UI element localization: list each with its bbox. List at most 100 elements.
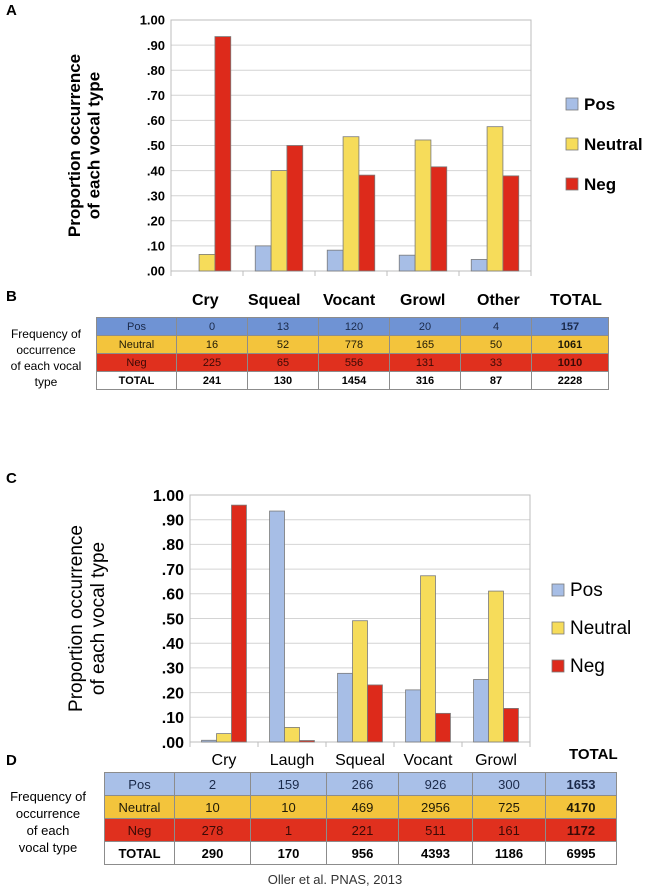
cell: 2956 (398, 795, 473, 819)
table-b: Pos 0 13 120 20 4 157 Neutral 16 52 778 … (96, 317, 609, 390)
table-row-neg: Neg 278 1 221 511 161 1172 (104, 818, 617, 842)
bar-pos (201, 739, 217, 743)
bar-neg (435, 712, 451, 743)
cell: 4 (460, 317, 532, 336)
cell: 130 (247, 371, 319, 390)
bar-neg (358, 174, 376, 272)
chart-c: .00 .10 .20 .30 .40 .50 .60 .70 .80 .90 1.00 Cry Lau… (66, 488, 631, 769)
cell: 556 (318, 353, 390, 372)
bar-pos (405, 689, 421, 743)
bar-neg (430, 166, 448, 272)
bar-neutral (198, 254, 216, 272)
bar-neg (503, 708, 519, 743)
bar-neutral (284, 727, 300, 743)
bar-neutral (488, 590, 504, 743)
cell: 159 (250, 772, 327, 796)
panel-label-b: B (6, 288, 17, 305)
x-category-label: Cry (212, 752, 237, 769)
cell: 10 (250, 795, 327, 819)
bar-neg (502, 175, 520, 272)
freq-label-line: vocal type (18, 840, 78, 855)
bar-neg (286, 145, 304, 272)
y-axis-label-line: of each vocal type (85, 72, 104, 219)
row-label: Pos (96, 317, 177, 336)
cell: 2 (174, 772, 251, 796)
table-d-freq-label: Frequency of occurrence of each vocal ty… (0, 788, 96, 856)
bar-neutral (216, 733, 232, 743)
panel-label-a: A (6, 2, 17, 19)
y-tick-label: .30 (147, 188, 165, 203)
row-label: Neutral (104, 795, 175, 819)
table-d: Pos 2 159 266 926 300 1653 Neutral 10 10… (104, 772, 617, 865)
cell: 300 (472, 772, 546, 796)
cell: 0 (176, 317, 248, 336)
cell: 4393 (398, 841, 473, 865)
legend-label-neg: Neg (584, 175, 616, 194)
cell: 266 (326, 772, 399, 796)
bar-neutral (352, 620, 368, 743)
cell: 1454 (318, 371, 390, 390)
legend-label-neg: Neg (570, 656, 605, 677)
freq-label-line: occurrence (16, 343, 76, 357)
y-tick-label: .70 (162, 562, 184, 579)
table-row-total: TOTAL 290 170 956 4393 1186 6995 (104, 841, 617, 865)
cell: 10 (174, 795, 251, 819)
cell-total: 4170 (545, 795, 617, 819)
cell-total: 1172 (545, 818, 617, 842)
bar-pos (473, 679, 489, 743)
freq-label-line: occurrence (15, 806, 81, 821)
table-b-header-total: TOTAL (550, 292, 602, 309)
legend-swatch-pos (565, 97, 579, 111)
table-d-header-total: TOTAL (569, 746, 618, 763)
bar-neutral (270, 170, 288, 272)
cell: 50 (460, 335, 532, 354)
legend-swatch-neutral (565, 137, 579, 151)
x-category-label: Vocant (404, 752, 453, 769)
legend-label-pos: Pos (584, 95, 615, 114)
cell: 1186 (472, 841, 546, 865)
y-tick-label: .10 (147, 239, 165, 254)
cell: 20 (389, 317, 461, 336)
row-label: Neutral (96, 335, 177, 354)
cell: 221 (326, 818, 399, 842)
freq-label-line: Frequency of (10, 327, 82, 341)
cell: 778 (318, 335, 390, 354)
y-tick-label: .30 (162, 661, 184, 678)
cell-total: 6995 (545, 841, 617, 865)
bar-pos (254, 245, 272, 272)
row-label: Neg (96, 353, 177, 372)
chart-a: .00 .10 .20 .30 .40 .50 .60 .70 .80 .90 1.00 Propor… (65, 13, 643, 279)
y-tick-label: .90 (162, 512, 184, 529)
y-axis-label-line: of each vocal type (88, 542, 109, 695)
y-tick-label: .20 (147, 213, 165, 228)
table-b-header-other: Other (477, 292, 520, 309)
cell: 290 (174, 841, 251, 865)
row-label: TOTAL (104, 841, 175, 865)
cell: 241 (176, 371, 248, 390)
y-tick-label: .80 (147, 63, 165, 78)
y-tick-label: 1.00 (140, 13, 165, 28)
cell: 13 (247, 317, 319, 336)
row-label: Neg (104, 818, 175, 842)
panel-label-c: C (6, 470, 17, 487)
cell: 278 (174, 818, 251, 842)
y-tick-label: .00 (147, 264, 165, 279)
bar-neg (214, 36, 232, 272)
cell: 165 (389, 335, 461, 354)
y-tick-label: .50 (147, 138, 165, 153)
bar-pos (337, 672, 353, 743)
y-tick-label: .20 (162, 685, 184, 702)
panel-label-d: D (6, 752, 17, 769)
cell: 316 (389, 371, 461, 390)
table-b-freq-label: Frequency of occurrence of each vocal ty… (0, 326, 92, 390)
legend-swatch-neg (565, 177, 579, 191)
cell: 225 (176, 353, 248, 372)
bar-pos (326, 249, 344, 272)
y-tick-label: .10 (162, 710, 184, 727)
cell: 511 (398, 818, 473, 842)
table-b-header-vocant: Vocant (323, 292, 376, 309)
y-tick-label: .50 (162, 611, 184, 628)
cell-total: 1061 (531, 335, 609, 354)
credit: Oller et al. PNAS, 2013 (267, 872, 403, 887)
cell: 1 (250, 818, 327, 842)
